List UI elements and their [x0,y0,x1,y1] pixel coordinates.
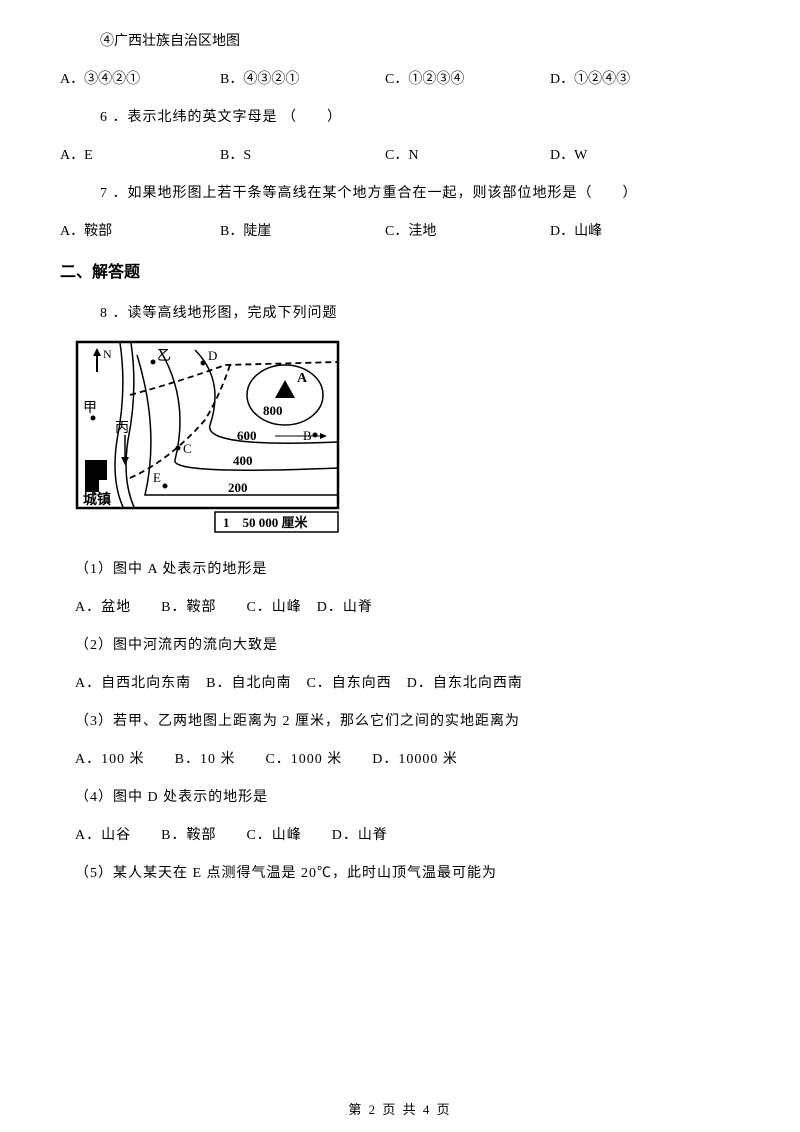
q7-opt-c: C．洼地 [385,220,550,240]
q8-sub3-opts: A．100 米 B．10 米 C．1000 米 D．10000 米 [60,748,740,768]
q8-stem: 8 ．读等高线地形图，完成下列问题 [60,302,740,322]
q6-opt-a: A．E [60,144,220,164]
q7-opt-b: B．陡崖 [220,220,385,240]
point-c: C [183,441,192,456]
q5-opt-c: C．①②③④ [385,68,550,88]
q8-sub1-opts: A．盆地 B．鞍部 C．山峰 D．山脊 [60,596,740,616]
contour-200: 200 [228,480,248,495]
q8-sub4-opts: A．山谷 B．鞍部 C．山峰 D．山脊 [60,824,740,844]
point-e: E [153,470,161,485]
contour-map: N 200 400 600 800 A 乙 甲 丙 D C B [60,340,740,540]
q6-stem: 6 ．表示北纬的英文字母是 （ ） [60,106,740,126]
q8-sub2-opts: A．自西北向东南 B．自北向南 C．自东向西 D．自东北向西南 [60,672,740,692]
q6-options: A．E B．S C．N D．W [60,144,740,164]
point-jia: 甲 [83,401,97,416]
section-2-heading: 二、解答题 [60,258,740,282]
q7-opt-a: A．鞍部 [60,220,220,240]
point-yi: 乙 [157,348,171,364]
contour-600: 600 [237,428,257,443]
q5-opt-d: D．①②④③ [550,68,700,88]
peak-a: A [297,371,308,386]
contour-400: 400 [233,453,253,468]
q7-options: A．鞍部 B．陡崖 C．洼地 D．山峰 [60,220,740,240]
north-label: N [103,347,112,361]
town-label: 城镇 [83,491,111,508]
q8-sub2: （2）图中河流丙的流向大致是 [60,634,740,654]
q8-sub1: （1）图中 A 处表示的地形是 [60,558,740,578]
q6-opt-b: B．S [220,144,385,164]
q6-opt-c: C．N [385,144,550,164]
q8-sub3: （3）若甲、乙两地图上距离为 2 厘米，那么它们之间的实地距离为 [60,710,740,730]
q7-opt-d: D．山峰 [550,220,700,240]
q5-opt-a: A．③④②① [60,68,220,88]
point-bing: 丙 [115,421,129,436]
q8-sub4: （4）图中 D 处表示的地形是 [60,786,740,806]
q7-stem: 7 ．如果地形图上若干条等高线在某个地方重合在一起，则该部位地形是（ ） [60,182,740,202]
q8-sub5: （5）某人某天在 E 点测得气温是 20℃，此时山顶气温最可能为 [60,862,740,882]
q6-opt-d: D．W [550,144,700,164]
q5-opt-b: B．④③②① [220,68,385,88]
q5-options: A．③④②① B．④③②① C．①②③④ D．①②④③ [60,68,740,88]
point-d: D [208,348,217,363]
scale-text: 1 50 000 厘米 [223,515,309,530]
page-footer: 第 2 页 共 4 页 [0,1099,800,1118]
contour-800: 800 [263,403,283,418]
q5-continuation-text: ④广西壮族自治区地图 [60,30,740,50]
